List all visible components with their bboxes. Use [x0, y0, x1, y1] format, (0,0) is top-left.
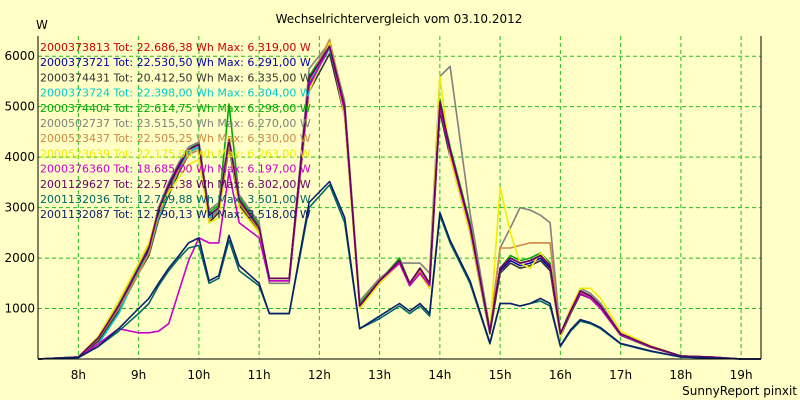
legend: 2000373813 Tot: 22.686,38 Wh Max: 6.319,…: [40, 41, 311, 221]
legend-item-6: 2000523437 Tot: 22.505,25 Wh Max: 6.330,…: [40, 132, 311, 145]
tick-labels: 1000 2000 3000 4000 5000 6000 8h 9h 10h 11h 12h 13h…: [4, 49, 752, 382]
legend-item-7: 2000523639 Tot: 22.175,00 Wh Max: 6.263,…: [40, 147, 311, 160]
plot-area: [38, 36, 761, 359]
x-tick-label-3: 11h: [248, 368, 271, 382]
series-line-10: [37, 184, 761, 360]
legend-item-10: 2001132036 Tot: 12.729,88 Wh Max: 3.501,…: [40, 193, 311, 206]
axes: [37, 36, 762, 360]
series-line-11: [37, 180, 761, 360]
x-tick-label-6: 14h: [428, 368, 451, 382]
series-line-9: [37, 45, 761, 360]
y-tick-label-4: 5000: [4, 100, 35, 114]
legend-item-9: 2001129627 Tot: 22.571,38 Wh Max: 6.302,…: [40, 178, 311, 191]
y-tick-label-1: 2000: [4, 251, 35, 265]
series-line-8: [37, 45, 761, 360]
x-tick-label-2: 10h: [187, 368, 210, 382]
legend-item-4: 2000374404 Tot: 22.614,75 Wh Max: 6.298,…: [40, 102, 311, 115]
legend-item-8: 2000376360 Tot: 18.685,00 Wh Max: 6.197,…: [40, 163, 311, 176]
x-tick-label-1: 9h: [131, 368, 146, 382]
y-axis-unit: W: [36, 18, 48, 32]
x-tick-label-11: 19h: [730, 368, 753, 382]
x-tick-label-5: 13h: [368, 368, 391, 382]
legend-item-5: 2000502737 Tot: 23.515,50 Wh Max: 6.270,…: [40, 117, 311, 130]
legend-item-3: 2000373724 Tot: 22.398,00 Wh Max: 6.304,…: [40, 87, 311, 100]
y-tick-label-5: 6000: [4, 49, 35, 63]
x-tick-label-4: 12h: [308, 368, 331, 382]
y-tick-label-3: 4000: [4, 150, 35, 164]
x-tick-label-0: 8h: [71, 368, 86, 382]
x-tick-label-9: 17h: [609, 368, 632, 382]
y-tick-label-0: 1000: [4, 302, 35, 316]
y-tick-label-2: 3000: [4, 201, 35, 215]
x-tick-label-10: 18h: [669, 368, 692, 382]
series-lines: [37, 38, 761, 360]
chart-title: Wechselrichtervergleich vom 03.10.2012: [276, 12, 523, 26]
legend-item-11: 2001132087 Tot: 12.790,13 Wh Max: 3.518,…: [40, 208, 311, 221]
legend-item-0: 2000373813 Tot: 22.686,38 Wh Max: 6.319,…: [40, 41, 311, 54]
x-tick-label-8: 16h: [549, 368, 572, 382]
series-line-5: [37, 41, 761, 360]
footer-credit: SunnyReport pinxit: [682, 384, 797, 398]
legend-item-1: 2000373721 Tot: 22.530,50 Wh Max: 6.291,…: [40, 56, 311, 69]
legend-item-2: 2000374431 Tot: 20.412,50 Wh Max: 6.335,…: [40, 71, 311, 84]
x-tick-label-7: 15h: [489, 368, 512, 382]
